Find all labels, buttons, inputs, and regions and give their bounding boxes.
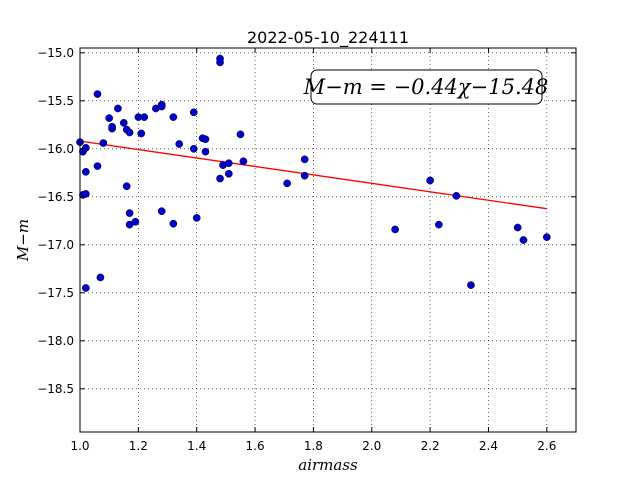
y-tick-label: −17.0 — [37, 238, 74, 252]
data-point — [93, 162, 102, 170]
data-point — [300, 155, 309, 164]
data-point — [192, 214, 201, 222]
data-point — [157, 207, 166, 216]
data-point — [169, 219, 178, 228]
chart-title: 2022-05-10_224111 — [247, 28, 409, 48]
data-point — [283, 179, 292, 188]
data-point — [236, 130, 245, 139]
data-point — [81, 143, 90, 152]
data-point — [201, 147, 210, 156]
x-tick-label: 1.4 — [187, 439, 206, 453]
data-point — [201, 135, 210, 144]
x-tick-label: 1.0 — [70, 439, 89, 453]
x-tick-label: 2.0 — [362, 439, 381, 453]
data-point — [542, 233, 551, 241]
equation-box — [310, 69, 543, 105]
data-point — [131, 217, 140, 226]
data-point — [435, 220, 443, 229]
data-point — [157, 102, 166, 111]
data-point — [105, 114, 114, 122]
y-tick-label: −16.5 — [37, 190, 74, 204]
x-axis-label: airmass — [298, 456, 358, 474]
data-point — [175, 140, 184, 148]
grid — [79, 48, 576, 432]
y-tick-label: −16.0 — [37, 142, 74, 156]
data-point — [108, 122, 116, 131]
data-point — [452, 191, 461, 200]
data-point — [189, 144, 198, 153]
x-tick-label: 1.8 — [304, 439, 323, 453]
x-tick-label: 2.2 — [421, 439, 440, 453]
data-point — [114, 104, 122, 113]
y-tick-label: −18.0 — [37, 334, 74, 348]
data-point — [81, 190, 90, 198]
x-tick-label: 1.2 — [129, 439, 148, 453]
data-point — [467, 281, 475, 289]
data-point — [119, 119, 128, 127]
data-point — [99, 139, 108, 147]
data-point — [519, 236, 528, 244]
x-tick-label: 2.4 — [479, 439, 498, 453]
x-axis-ticks: 1.0 1.2 1.4 1.6 1.8 2.0 2.2 2.4 2.6 — [70, 48, 556, 453]
data-point — [125, 128, 134, 137]
data-point — [216, 58, 224, 67]
data-point — [81, 284, 90, 292]
y-tick-label: −15.0 — [37, 46, 74, 60]
data-point — [93, 90, 102, 98]
data-point — [300, 171, 309, 180]
equation-annotation: M−m = −0.44χ−15.48 — [303, 75, 549, 99]
fit-line — [79, 140, 547, 210]
plot-frame — [79, 47, 577, 433]
data-point — [140, 113, 149, 121]
data-point — [224, 169, 233, 178]
data-point — [216, 174, 224, 183]
data-point — [426, 176, 434, 185]
data-point — [96, 273, 105, 282]
data-point — [189, 108, 198, 117]
data-point — [224, 159, 233, 168]
data-point — [81, 167, 90, 176]
y-tick-label: −18.5 — [37, 382, 74, 396]
y-axis-ticks: −15.0 −15.5 −16.0 −16.5 −17.0 −17.5 −18.0 −18.5 — [37, 46, 576, 396]
y-axis-label: M−m — [14, 219, 32, 262]
data-points — [76, 54, 551, 292]
data-point — [137, 129, 146, 138]
data-point — [239, 157, 248, 166]
fit-line-group — [79, 140, 547, 210]
y-tick-label: −15.5 — [37, 94, 74, 108]
plot-area — [80, 48, 576, 432]
x-tick-label: 2.6 — [537, 439, 556, 453]
x-tick-label: 1.6 — [246, 439, 265, 453]
data-point — [169, 113, 178, 121]
data-point — [391, 225, 399, 234]
data-point — [513, 223, 522, 232]
data-point — [122, 182, 131, 191]
data-point — [125, 209, 134, 217]
y-tick-label: −17.5 — [37, 286, 74, 300]
